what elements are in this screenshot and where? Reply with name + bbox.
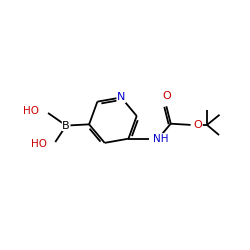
Text: O: O <box>194 120 202 130</box>
Text: HO: HO <box>23 106 39 116</box>
Text: B: B <box>62 120 70 130</box>
Text: NH: NH <box>153 134 169 144</box>
Text: O: O <box>162 91 171 101</box>
Text: HO: HO <box>31 140 47 149</box>
Text: N: N <box>117 92 125 102</box>
